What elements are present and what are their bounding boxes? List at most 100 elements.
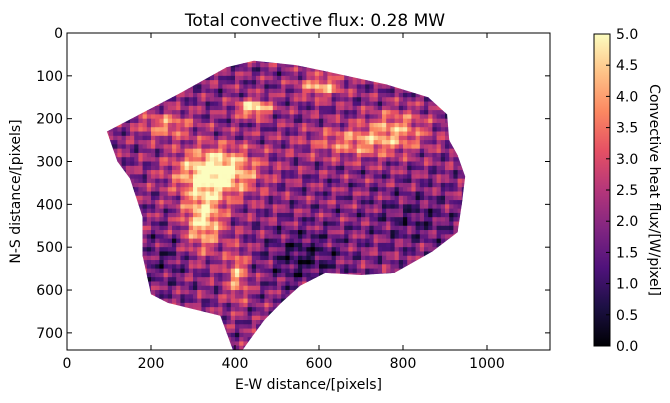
heatmap-cell	[302, 238, 307, 244]
heatmap-cell	[403, 157, 408, 162]
heatmap-cell	[235, 294, 240, 299]
heatmap-cell	[277, 200, 282, 205]
heatmap-cell	[230, 148, 236, 154]
heatmap-cell	[310, 105, 316, 111]
heatmap-cell	[117, 161, 122, 167]
heatmap-cell	[226, 200, 232, 205]
heatmap-cell	[327, 71, 332, 77]
heatmap-cell	[277, 157, 282, 162]
heatmap-cell	[348, 170, 353, 175]
heatmap-cell	[319, 208, 324, 214]
heatmap-cell	[386, 260, 391, 265]
heatmap-cell	[256, 182, 261, 188]
heatmap-cell	[369, 88, 374, 94]
heatmap-cell	[298, 75, 303, 81]
heatmap-cell	[235, 144, 240, 150]
heatmap-cell	[264, 238, 269, 244]
heatmap-cell	[289, 144, 295, 150]
heatmap-cell	[306, 148, 311, 154]
heatmap-cell	[176, 118, 181, 124]
heatmap-cell	[214, 191, 219, 197]
heatmap-cell	[264, 170, 269, 175]
heatmap-cell	[361, 135, 366, 141]
heatmap-cell	[155, 122, 160, 128]
heatmap-cell	[382, 230, 387, 235]
heatmap-cell	[327, 118, 332, 124]
heatmap-cell	[184, 238, 190, 244]
heatmap-cell	[293, 200, 299, 205]
heatmap-cell	[340, 170, 345, 175]
heatmap-cell	[361, 195, 366, 201]
heatmap-cell	[314, 131, 320, 137]
heatmap-cell	[302, 101, 307, 107]
heatmap-cell	[188, 260, 194, 265]
heatmap-cell	[264, 251, 269, 257]
heatmap-cell	[134, 148, 139, 154]
heatmap-cell	[218, 80, 223, 85]
heatmap-cell	[264, 264, 269, 269]
heatmap-cell	[277, 294, 282, 299]
heatmap-cell	[226, 255, 232, 261]
heatmap-cell	[277, 88, 282, 94]
heatmap-cell	[365, 200, 370, 205]
heatmap-cell	[382, 247, 387, 252]
heatmap-cell	[163, 101, 169, 107]
heatmap-cell	[235, 101, 240, 107]
heatmap-cell	[382, 84, 387, 90]
heatmap-cell	[281, 170, 286, 175]
heatmap-cell	[386, 200, 391, 205]
heatmap-cell	[256, 60, 261, 64]
heatmap-cell	[239, 195, 244, 201]
heatmap-cell	[377, 105, 383, 111]
heatmap-cell	[184, 88, 190, 94]
heatmap-cell	[323, 165, 328, 171]
heatmap-cell	[377, 255, 383, 261]
heatmap-cell	[235, 114, 240, 120]
heatmap-cell	[172, 97, 177, 102]
heatmap-cell	[222, 71, 227, 77]
heatmap-cell	[390, 217, 395, 222]
heatmap-cell	[377, 247, 383, 252]
heatmap-cell	[377, 260, 383, 265]
heatmap-cell	[222, 110, 227, 115]
heatmap-cell	[209, 165, 215, 171]
heatmap-cell	[319, 131, 324, 137]
heatmap-cell	[373, 264, 379, 269]
heatmap-cell	[365, 225, 370, 231]
heatmap-cell	[285, 101, 290, 107]
heatmap-cell	[117, 127, 122, 132]
heatmap-cell	[155, 225, 160, 231]
heatmap-cell	[377, 238, 383, 244]
heatmap-cell	[239, 200, 244, 205]
heatmap-cell	[230, 110, 236, 115]
heatmap-cell	[193, 88, 198, 94]
heatmap-cell	[205, 114, 211, 120]
heatmap-cell	[243, 272, 248, 278]
heatmap-cell	[235, 230, 240, 235]
heatmap-cell	[310, 118, 316, 124]
heatmap-cell	[146, 281, 152, 287]
heatmap-cell	[419, 174, 425, 180]
heatmap-cell	[193, 135, 198, 141]
heatmap-cell	[352, 110, 358, 115]
heatmap-cell	[306, 97, 311, 102]
heatmap-cell	[214, 234, 219, 240]
heatmap-cell	[348, 264, 353, 269]
heatmap-cell	[218, 131, 223, 137]
heatmap-cell	[167, 122, 173, 128]
heatmap-cell	[298, 221, 303, 227]
heatmap-cell	[209, 75, 215, 81]
heatmap-cell	[440, 131, 446, 137]
heatmap-cell	[235, 135, 240, 141]
heatmap-cell	[222, 170, 227, 175]
heatmap-cell	[289, 208, 295, 214]
heatmap-cell	[407, 200, 412, 205]
heatmap-cell	[188, 238, 194, 244]
heatmap-cell	[310, 170, 316, 175]
heatmap-cell	[260, 212, 265, 218]
heatmap-cell	[327, 268, 332, 274]
heatmap-cell	[394, 135, 400, 141]
heatmap-cell	[432, 161, 437, 167]
heatmap-cell	[432, 217, 437, 222]
heatmap-cell	[247, 110, 253, 115]
